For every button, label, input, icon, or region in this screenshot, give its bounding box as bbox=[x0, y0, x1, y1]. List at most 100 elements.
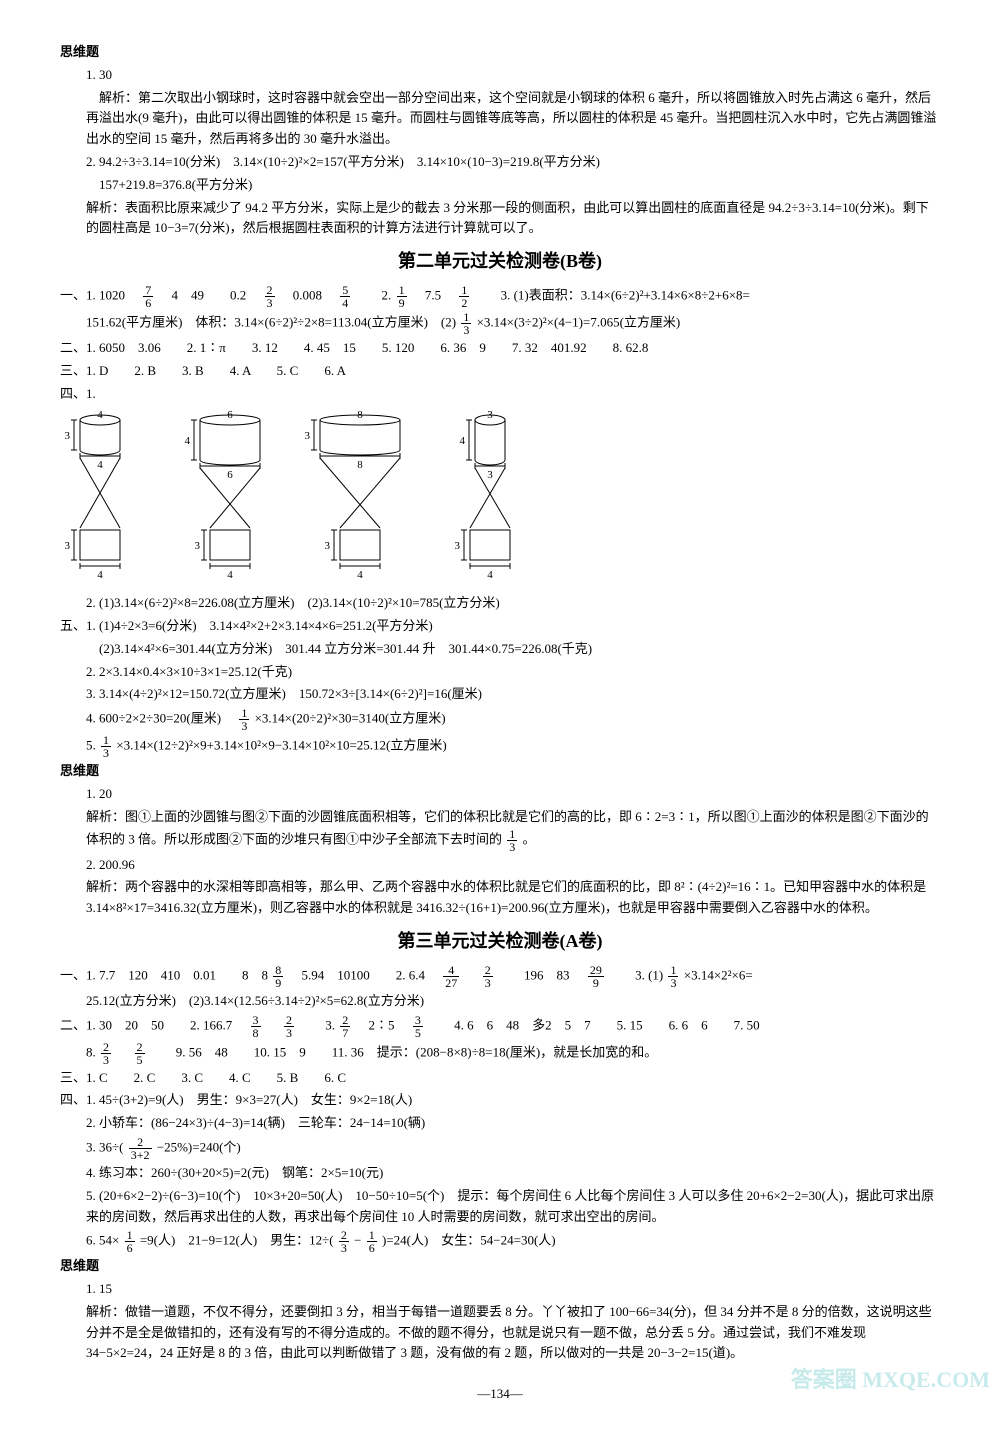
frac-3-8: 38 bbox=[251, 1014, 261, 1039]
t: 6. 54× bbox=[86, 1233, 119, 1248]
sec3a-2-l2: 8. 23 25 9. 56 48 10. 15 9 11. 36 提示：(20… bbox=[60, 1041, 940, 1066]
svg-text:3: 3 bbox=[65, 430, 71, 442]
cylinder-diagram: 44343664438834333443 bbox=[60, 410, 940, 587]
siwei3-l2: 解析：做错一道题，不仅不得分，还要倒扣 3 分，相当于每错一道题要丢 8 分。丫… bbox=[60, 1302, 940, 1364]
frac-1-2: 12 bbox=[459, 284, 469, 309]
svg-text:4: 4 bbox=[487, 569, 493, 580]
frac-1-3: 13 bbox=[461, 311, 471, 336]
sec3a-1-l1: 一、1. 7.7 120 410 0.01 8 8 89 5.94 10100 … bbox=[60, 964, 940, 989]
svg-text:4: 4 bbox=[97, 569, 103, 580]
t: ×3.14×2²×6= bbox=[684, 967, 753, 982]
sec2b-3: 三、1. D 2. B 3. B 4. A 5. C 6. A bbox=[60, 361, 940, 382]
t bbox=[266, 1017, 279, 1032]
sec2b-2: 二、1. 6050 3.06 2. 1∶π 3. 12 4. 45 15 5. … bbox=[60, 338, 940, 359]
frac-8-9: 89 bbox=[273, 964, 283, 989]
svg-text:8: 8 bbox=[357, 410, 363, 421]
t: 一、1. 7.7 120 410 0.01 8 8 bbox=[60, 967, 268, 982]
svg-text:4: 4 bbox=[97, 410, 103, 421]
siwei2-l2: 解析：图①上面的沙圆锥与图②下面的沙圆锥底面积相等，它们的体积比就是它们的高的比… bbox=[60, 807, 940, 853]
siwei1-l3: 2. 94.2÷3÷3.14=10(分米) 3.14×(10÷2)²×2=157… bbox=[60, 152, 940, 173]
frac-2-3c: 23 bbox=[284, 1014, 294, 1039]
siwei1-l4: 157+219.8=376.8(平方分米) bbox=[60, 175, 940, 196]
t: )=24(人) 女生：54−24=30(人) bbox=[382, 1233, 556, 1248]
t: ×3.14×(3÷2)²×(4−1)=7.065(立方厘米) bbox=[477, 314, 681, 329]
title-2b: 第二单元过关检测卷(B卷) bbox=[60, 247, 940, 276]
sec3a-4-l6: 6. 54× 16 =9(人) 21−9=12(人) 男生：12÷( 23 − … bbox=[60, 1229, 940, 1254]
sec3a-4-l4: 4. 练习本：260÷(30+20×5)=2(元) 钢笔：2×5=10(元) bbox=[60, 1163, 940, 1184]
t: 196 83 bbox=[498, 967, 583, 982]
sec3a-4-l3: 3. 36÷( 23+2 −25%)=240(个) bbox=[60, 1136, 940, 1161]
siwei3-header: 思维题 bbox=[60, 1256, 940, 1277]
title-3a: 第三单元过关检测卷(A卷) bbox=[60, 927, 940, 956]
t: 二、1. 30 20 50 2. 166.7 bbox=[60, 1017, 245, 1032]
sec2b-5-l5: 4. 600÷2×2÷30=20(厘米) 13 ×3.14×(20÷2)²×30… bbox=[60, 707, 940, 732]
sec3a-4-l2: 2. 小轿车：(86−24×3)÷(4−3)=14(辆) 三轮车：24−14=1… bbox=[60, 1113, 940, 1134]
sec2b-4-2: 2. (1)3.14×(6÷2)²×8=226.08(立方厘米) (2)3.14… bbox=[60, 593, 940, 614]
t: 4. 6 6 48 多2 5 7 5. 15 6. 6 6 7. 50 bbox=[428, 1017, 760, 1032]
frac-5-4: 54 bbox=[340, 284, 350, 309]
sec2b-4-label: 四、1. bbox=[60, 384, 940, 405]
svg-text:3: 3 bbox=[325, 540, 331, 552]
sec3a-3: 三、1. C 2. C 3. C 4. C 5. B 6. C bbox=[60, 1068, 940, 1089]
t: − bbox=[354, 1233, 361, 1248]
svg-text:4: 4 bbox=[460, 435, 466, 447]
sec3a-2-l1: 二、1. 30 20 50 2. 166.7 38 23 3. 27 2∶5 3… bbox=[60, 1014, 940, 1039]
siwei1-l2-text: 解析：第二次取出小钢球时，这时容器中就会空出一部分空间出来，这个空间就是小钢球的… bbox=[86, 90, 936, 147]
frac-1-3e: 13 bbox=[668, 964, 678, 989]
siwei1-header: 思维题 bbox=[60, 42, 940, 63]
t: ×3.14×(12÷2)²×9+3.14×10²×9−3.14×10²×10=2… bbox=[116, 738, 446, 753]
svg-text:6: 6 bbox=[227, 469, 233, 481]
frac-1-9: 19 bbox=[397, 284, 407, 309]
sec2b-5-l1: 五、1. (1)4÷2×3=6(分米) 3.14×4²×2+2×3.14×4×6… bbox=[60, 616, 940, 637]
t: 3. (1)表面积：3.14×(6÷2)²+3.14×6×8÷2+6×8= bbox=[475, 287, 750, 302]
svg-text:4: 4 bbox=[97, 459, 103, 471]
siwei1-l5: 解析：表面积比原来减少了 94.2 平方分米，实际上是少的截去 3 分米那一段的… bbox=[60, 198, 940, 240]
svg-text:4: 4 bbox=[357, 569, 363, 580]
svg-text:3: 3 bbox=[487, 469, 493, 481]
t: 7.5 bbox=[412, 287, 454, 302]
t: 2. bbox=[356, 287, 392, 302]
frac-2-3d: 23 bbox=[101, 1041, 111, 1066]
svg-text:8: 8 bbox=[357, 459, 363, 471]
sec3a-4-l5: 5. (20+6×2−2)÷(6−3)=10(个) 10×3+20=50(人) … bbox=[60, 1186, 940, 1228]
t: 8. bbox=[86, 1044, 99, 1059]
frac-1-3b: 13 bbox=[239, 707, 249, 732]
siwei2-header: 思维题 bbox=[60, 761, 940, 782]
t: 3. bbox=[299, 1017, 338, 1032]
siwei2-l3: 2. 200.96 bbox=[60, 855, 940, 876]
t: 。 bbox=[523, 831, 536, 846]
sec2b-5-l3: 2. 2×3.14×0.4×3×10÷3×1=25.12(千克) bbox=[60, 662, 940, 683]
siwei2-l4: 解析：两个容器中的水深相等即高相等，那么甲、乙两个容器中水的体积比就是它们的底面… bbox=[60, 877, 940, 919]
svg-text:3: 3 bbox=[487, 410, 493, 421]
svg-text:6: 6 bbox=[227, 410, 233, 421]
sec3a-1-l2: 25.12(立方分米) (2)3.14×(12.56÷3.14÷2)²×5=62… bbox=[60, 991, 940, 1012]
t bbox=[116, 1044, 129, 1059]
t bbox=[465, 967, 478, 982]
t: 4 49 0.2 bbox=[159, 287, 260, 302]
frac-1-3c: 13 bbox=[101, 734, 111, 759]
t: 3. 36÷( bbox=[86, 1139, 123, 1154]
frac-7-6: 76 bbox=[143, 284, 153, 309]
svg-text:3: 3 bbox=[455, 540, 461, 552]
frac-2-7: 27 bbox=[340, 1014, 350, 1039]
siwei1-l2: 解析：第二次取出小钢球时，这时容器中就会空出一部分空间出来，这个空间就是小钢球的… bbox=[60, 88, 940, 150]
frac-2-3: 23 bbox=[265, 284, 275, 309]
siwei2-l1: 1. 20 bbox=[60, 784, 940, 805]
sec2b-5-l2: (2)3.14×4²×6=301.44(立方分米) 301.44 立方分米=30… bbox=[60, 639, 940, 660]
svg-text:3: 3 bbox=[305, 430, 311, 442]
siwei1-l1: 1. 30 bbox=[60, 65, 940, 86]
frac-4-27: 427 bbox=[443, 964, 459, 989]
watermark: 答案圈 MXQE.COM bbox=[791, 1362, 990, 1397]
frac-1-3d: 13 bbox=[507, 828, 517, 853]
t: 9. 56 48 10. 15 9 11. 36 提示：(208−8×8)÷8=… bbox=[150, 1044, 657, 1059]
svg-text:3: 3 bbox=[65, 540, 71, 552]
t: 3. (1) bbox=[609, 967, 663, 982]
sec3a-4-l1: 四、1. 45÷(3+2)=9(人) 男生：9×3=27(人) 女生：9×2=1… bbox=[60, 1090, 940, 1111]
sec2b-1-l1: 一、1. 1020 76 4 49 0.2 23 0.008 54 2. 19 … bbox=[60, 284, 940, 309]
t: 151.62(平方厘米) 体积：3.14×(6÷2)²÷2×8=113.04(立… bbox=[86, 314, 456, 329]
frac-1-6: 16 bbox=[125, 1229, 135, 1254]
frac-3-5: 35 bbox=[413, 1014, 423, 1039]
t: −25%)=240(个) bbox=[157, 1139, 241, 1154]
t: 0.008 bbox=[280, 287, 335, 302]
frac-2-3p2: 23+2 bbox=[129, 1136, 152, 1161]
